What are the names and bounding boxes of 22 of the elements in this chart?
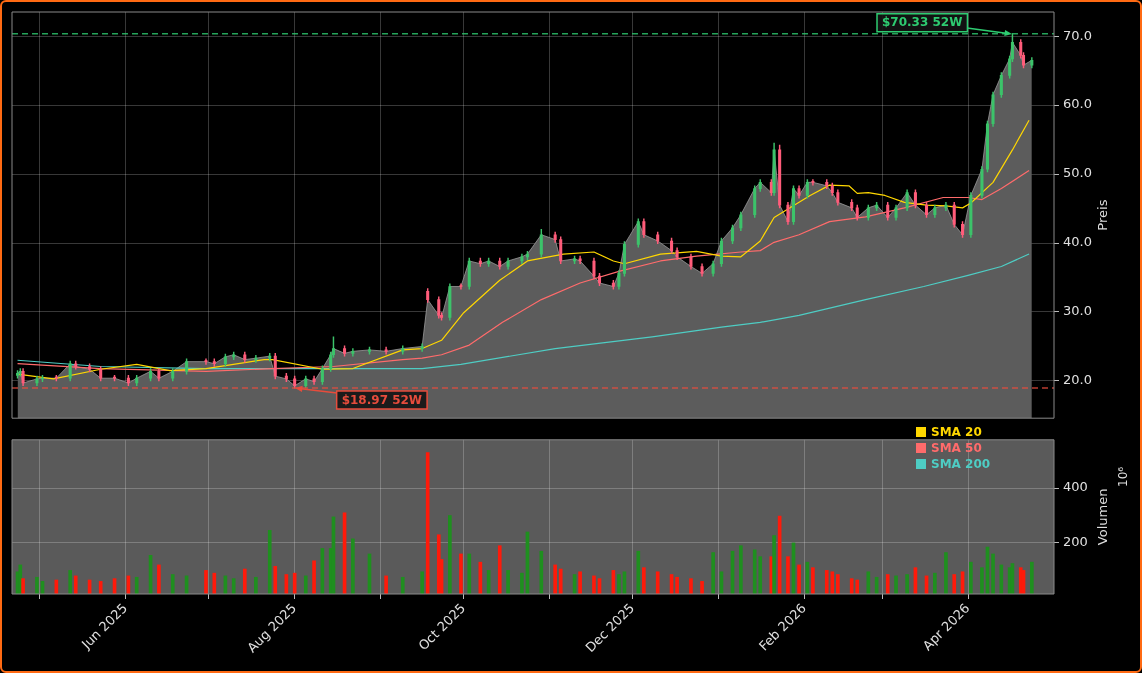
- legend-label: SMA 200: [931, 457, 991, 472]
- y-tick-label: 200: [1063, 534, 1088, 550]
- y-tick-label: 70.0: [1063, 27, 1092, 43]
- candlestick: [384, 346, 388, 355]
- candlestick: [420, 343, 424, 352]
- candlestick: [944, 202, 948, 211]
- y-axis-title: Preis: [1095, 199, 1111, 231]
- legend-label: SMA 20: [931, 425, 982, 440]
- text: 10⁶: [1116, 466, 1131, 487]
- y-tick-label: 400: [1063, 479, 1088, 495]
- ref-line-label: $18.97 52W: [341, 392, 423, 407]
- candlestick: [459, 283, 463, 290]
- y-tick-label: 40.0: [1063, 234, 1092, 250]
- y-tick-label: 20.0: [1063, 372, 1092, 388]
- y-tick-label: 50.0: [1063, 165, 1092, 181]
- y-tick-label: 60.0: [1063, 96, 1092, 112]
- legend-label: SMA 50: [931, 441, 982, 456]
- y-axis-title: Volumen: [1095, 488, 1111, 546]
- y-tick-label: 30.0: [1063, 303, 1092, 319]
- candlestick: [312, 375, 316, 385]
- ref-line-label: $70.33 52W: [882, 15, 963, 30]
- candlestick: [254, 355, 258, 363]
